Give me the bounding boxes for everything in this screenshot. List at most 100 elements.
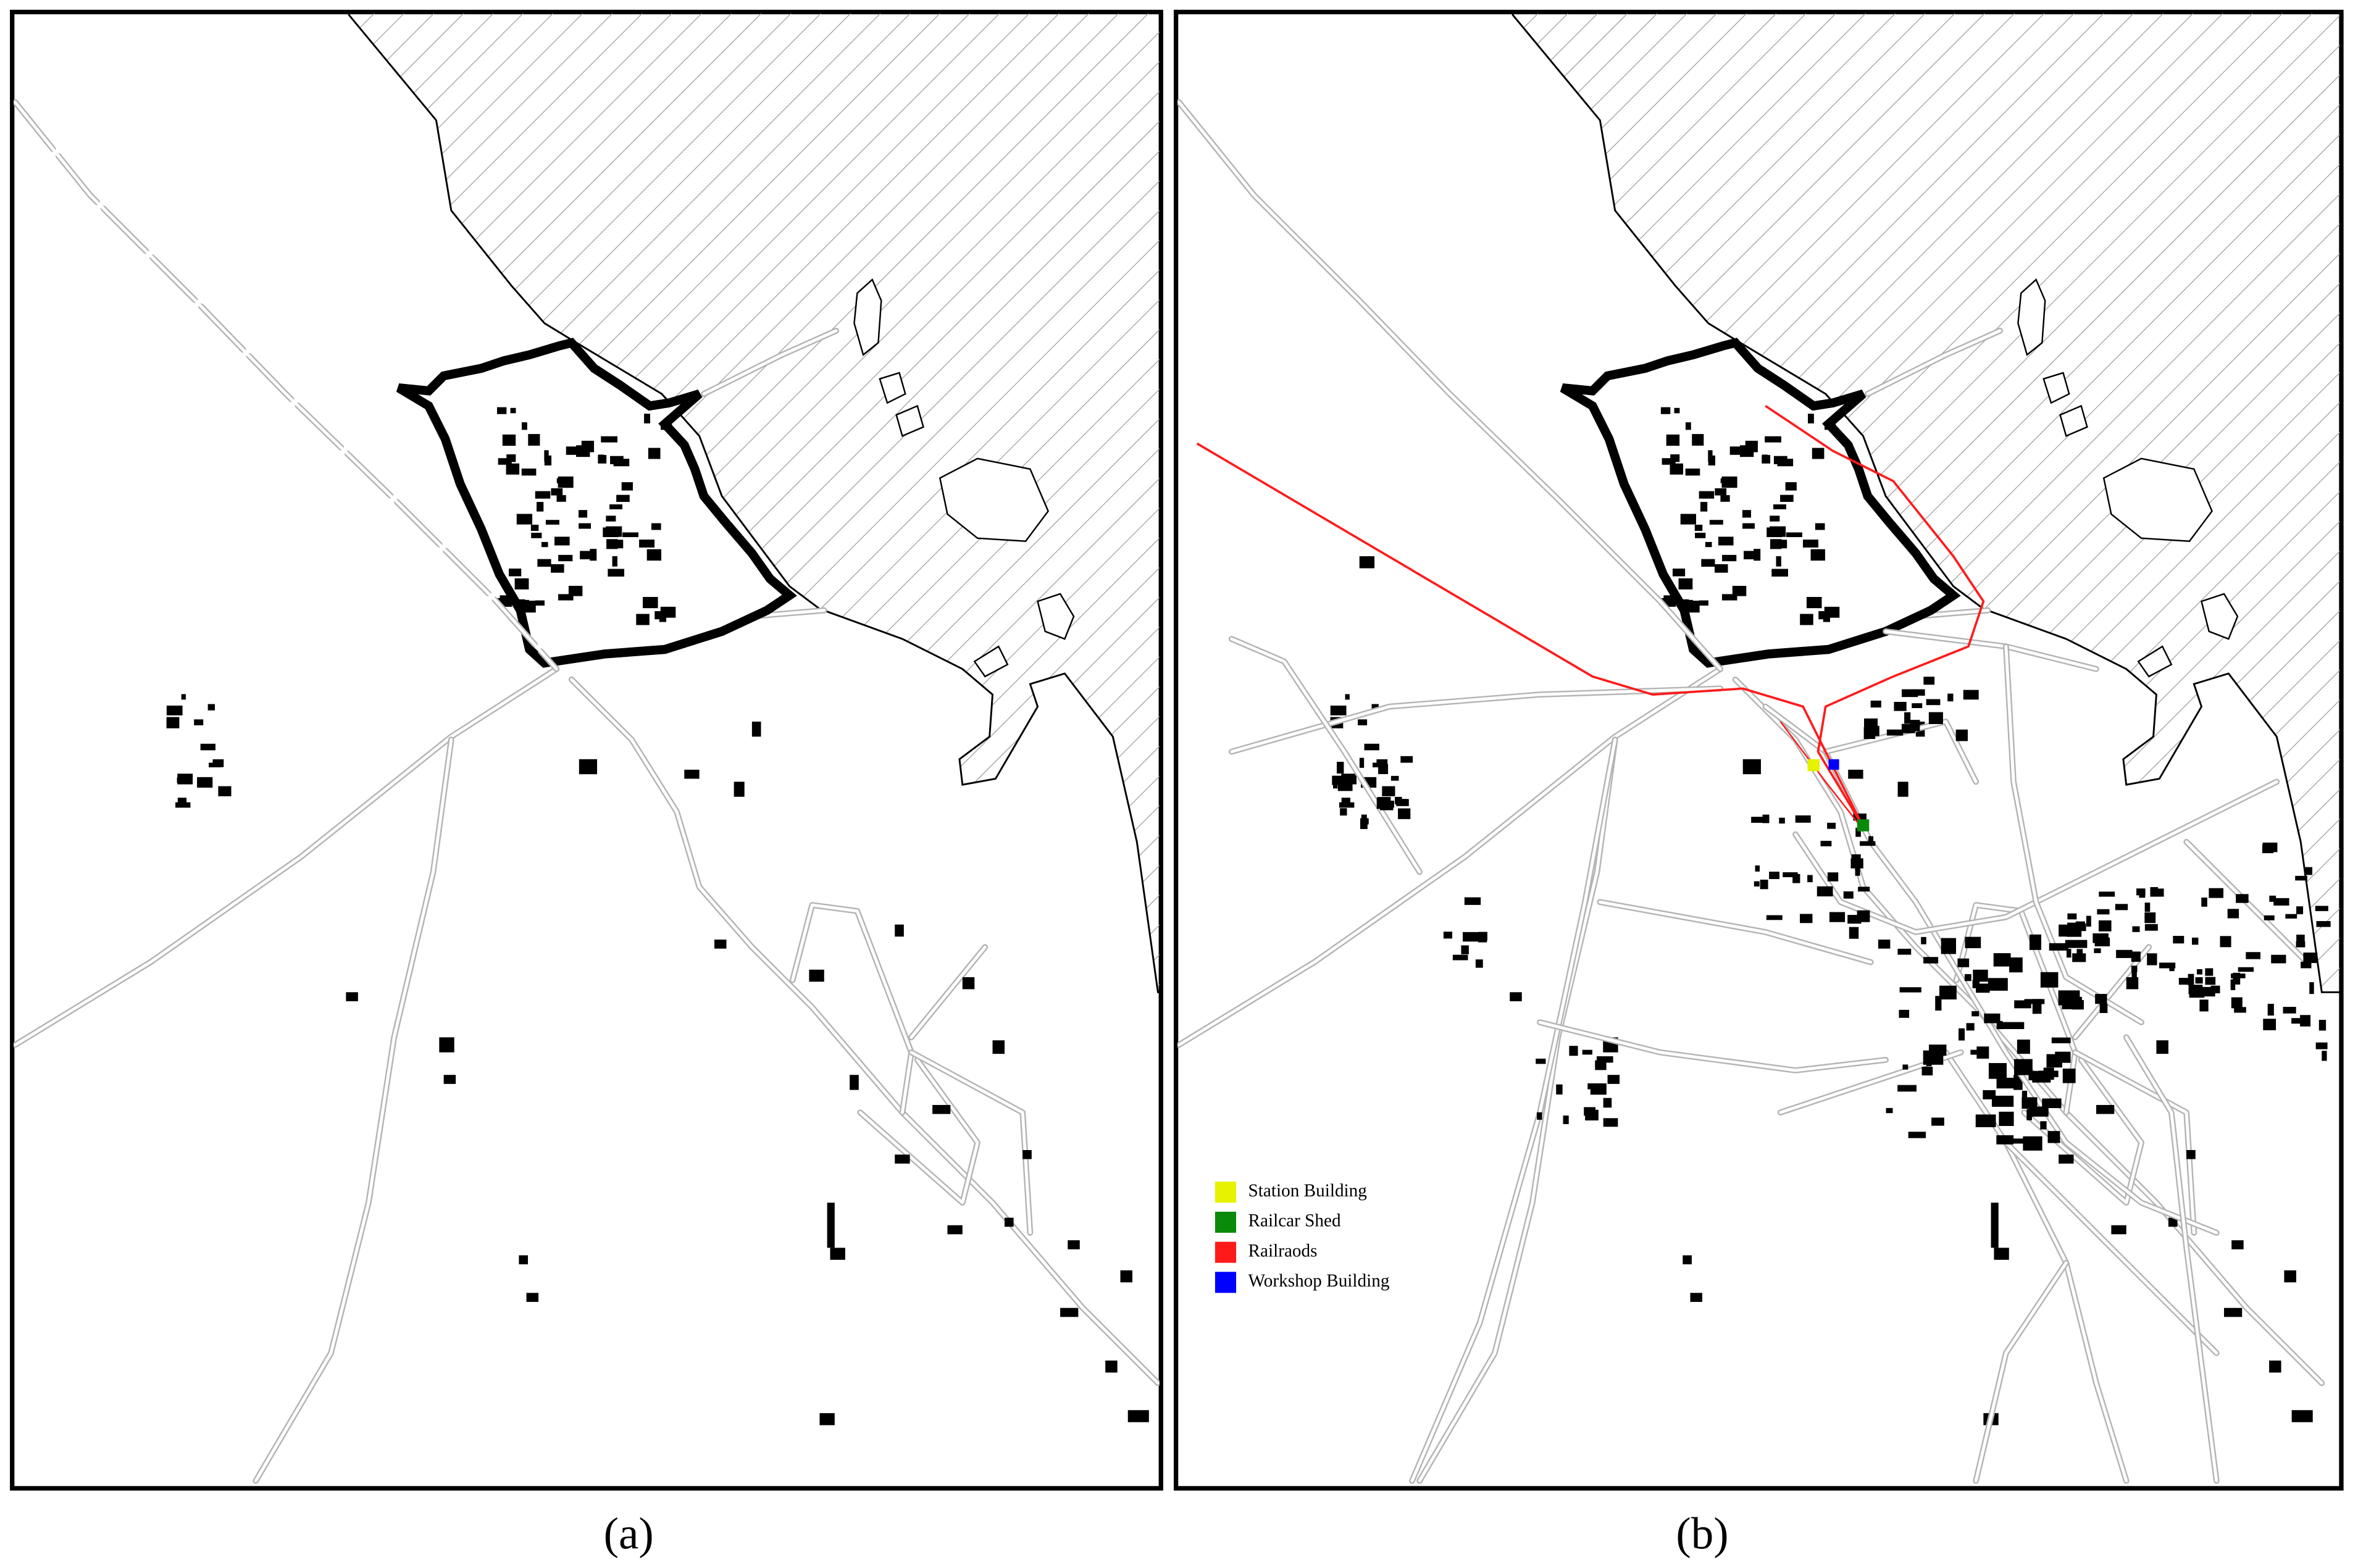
map-panel-a — [14, 0, 1189, 1481]
building — [2051, 1037, 2071, 1043]
building — [1452, 954, 1468, 961]
building — [2209, 888, 2223, 898]
building — [1988, 978, 2008, 991]
building — [1762, 814, 1770, 824]
building — [1827, 822, 1836, 829]
building — [1921, 936, 1926, 945]
building — [1595, 1060, 1607, 1070]
building — [2220, 936, 2231, 948]
building — [1849, 927, 1859, 939]
building — [1378, 764, 1389, 774]
building — [1939, 985, 1957, 1000]
building — [2296, 906, 2304, 914]
building — [1931, 1117, 1944, 1126]
building — [1868, 836, 1874, 846]
building — [1983, 1090, 1996, 1099]
railroad — [1779, 721, 1860, 825]
building — [1827, 872, 1839, 882]
building — [1923, 677, 1935, 685]
building — [2147, 953, 2157, 965]
panel-label: (a) — [604, 1508, 654, 1558]
building — [1928, 712, 1943, 724]
building — [1996, 1135, 2014, 1145]
building — [2267, 1004, 2274, 1016]
building — [2271, 954, 2286, 964]
building — [1984, 1013, 2001, 1024]
road — [1177, 101, 1722, 671]
road — [1537, 1019, 1889, 1074]
building — [2264, 915, 2275, 920]
building — [1843, 891, 1854, 899]
building — [1993, 953, 2011, 967]
road — [1228, 636, 1423, 875]
panel-b-features — [1177, 99, 2331, 1484]
building — [1587, 1083, 1603, 1090]
building — [2040, 972, 2059, 988]
railroad — [1765, 405, 1985, 828]
building — [1915, 689, 1925, 696]
building — [2131, 965, 2138, 972]
road — [2004, 644, 2143, 1024]
building — [2115, 904, 2128, 911]
building — [1795, 815, 1811, 823]
building — [2093, 935, 2103, 943]
building — [1359, 556, 1375, 569]
building — [1975, 1114, 1996, 1127]
building — [2191, 937, 2199, 945]
building — [2136, 888, 2146, 896]
building — [1921, 1067, 1933, 1076]
road — [1538, 1020, 1888, 1072]
building — [2144, 903, 2151, 912]
legend-swatch — [1215, 1182, 1237, 1203]
building — [2017, 1040, 2030, 1054]
building — [2094, 948, 2101, 953]
building — [2315, 906, 2328, 911]
railcar-shed — [1857, 819, 1870, 832]
station-building — [1807, 759, 1820, 772]
building — [2205, 968, 2214, 976]
building — [1855, 827, 1861, 837]
legend-swatch — [1215, 1272, 1237, 1293]
building — [1912, 703, 1923, 709]
building — [1897, 1085, 1917, 1092]
building — [2040, 1121, 2047, 1130]
building — [2095, 994, 2107, 1004]
building — [1754, 881, 1760, 887]
building — [1340, 808, 1347, 816]
building — [1855, 865, 1860, 876]
road — [2004, 1141, 2218, 1355]
building — [1886, 729, 1904, 736]
building — [1965, 936, 1981, 948]
road — [2003, 643, 2144, 1025]
building — [2062, 1068, 2076, 1083]
building — [2047, 1131, 2060, 1143]
building — [2196, 969, 2202, 975]
building — [2097, 909, 2110, 915]
building — [2315, 1042, 2328, 1049]
building — [1851, 854, 1861, 864]
building — [2009, 957, 2023, 973]
building — [2322, 1051, 2327, 1061]
building — [2159, 962, 2176, 969]
building — [1569, 1046, 1578, 1056]
building — [1536, 1058, 1546, 1064]
building — [1999, 1111, 2014, 1126]
workshop-building — [1828, 759, 1839, 770]
building — [1760, 879, 1768, 890]
legend-label: Railraods — [1248, 1241, 1318, 1261]
building — [1360, 818, 1368, 829]
building — [2144, 924, 2158, 931]
building — [1563, 1116, 1569, 1124]
building — [2013, 1138, 2030, 1144]
building — [2042, 1098, 2062, 1109]
legend-label: Station Building — [1248, 1181, 1368, 1201]
building — [2236, 894, 2249, 903]
road — [1230, 637, 1421, 874]
building — [2201, 897, 2207, 907]
building — [2046, 1054, 2063, 1068]
building — [2296, 935, 2305, 942]
building — [1807, 875, 1813, 883]
building — [2098, 920, 2112, 932]
building — [2262, 844, 2274, 854]
building — [2099, 1003, 2108, 1013]
